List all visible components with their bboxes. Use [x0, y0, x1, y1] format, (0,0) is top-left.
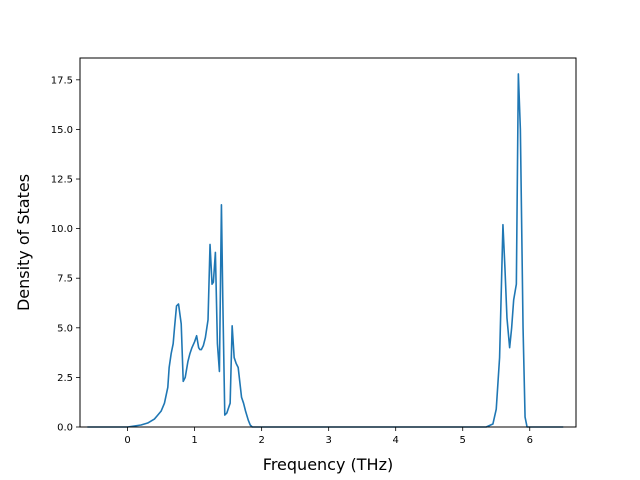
x-tick-label: 3	[325, 435, 331, 446]
x-tick-label: 1	[191, 435, 197, 446]
y-tick-label: 7.5	[57, 274, 73, 285]
x-tick-label: 5	[460, 435, 466, 446]
series-layer	[87, 73, 564, 428]
x-axis-title: Frequency (THz)	[263, 455, 393, 474]
y-axis-title: Density of States	[14, 174, 33, 311]
x-tick-label: 4	[393, 435, 399, 446]
x-tick-label: 2	[258, 435, 264, 446]
axes-frame	[79, 57, 577, 428]
x-tick-label: 6	[527, 435, 533, 446]
y-tick-label: 5.0	[57, 323, 73, 334]
y-tick-label: 10.0	[51, 224, 73, 235]
y-tick-label: 12.5	[51, 175, 73, 186]
y-tick-label: 2.5	[57, 373, 73, 384]
y-tick-label: 17.5	[51, 75, 73, 86]
y-tick-label: 15.0	[51, 125, 73, 136]
y-axis: 0.0 2.5 5.0 7.5 10.0 12.5 15.0 17.5	[51, 75, 80, 434]
x-tick-label: 0	[124, 435, 130, 446]
series-line-0	[87, 73, 564, 428]
y-tick-label: 0.0	[57, 423, 73, 434]
x-axis: 0 1 2 3 4 5 6	[124, 427, 533, 446]
